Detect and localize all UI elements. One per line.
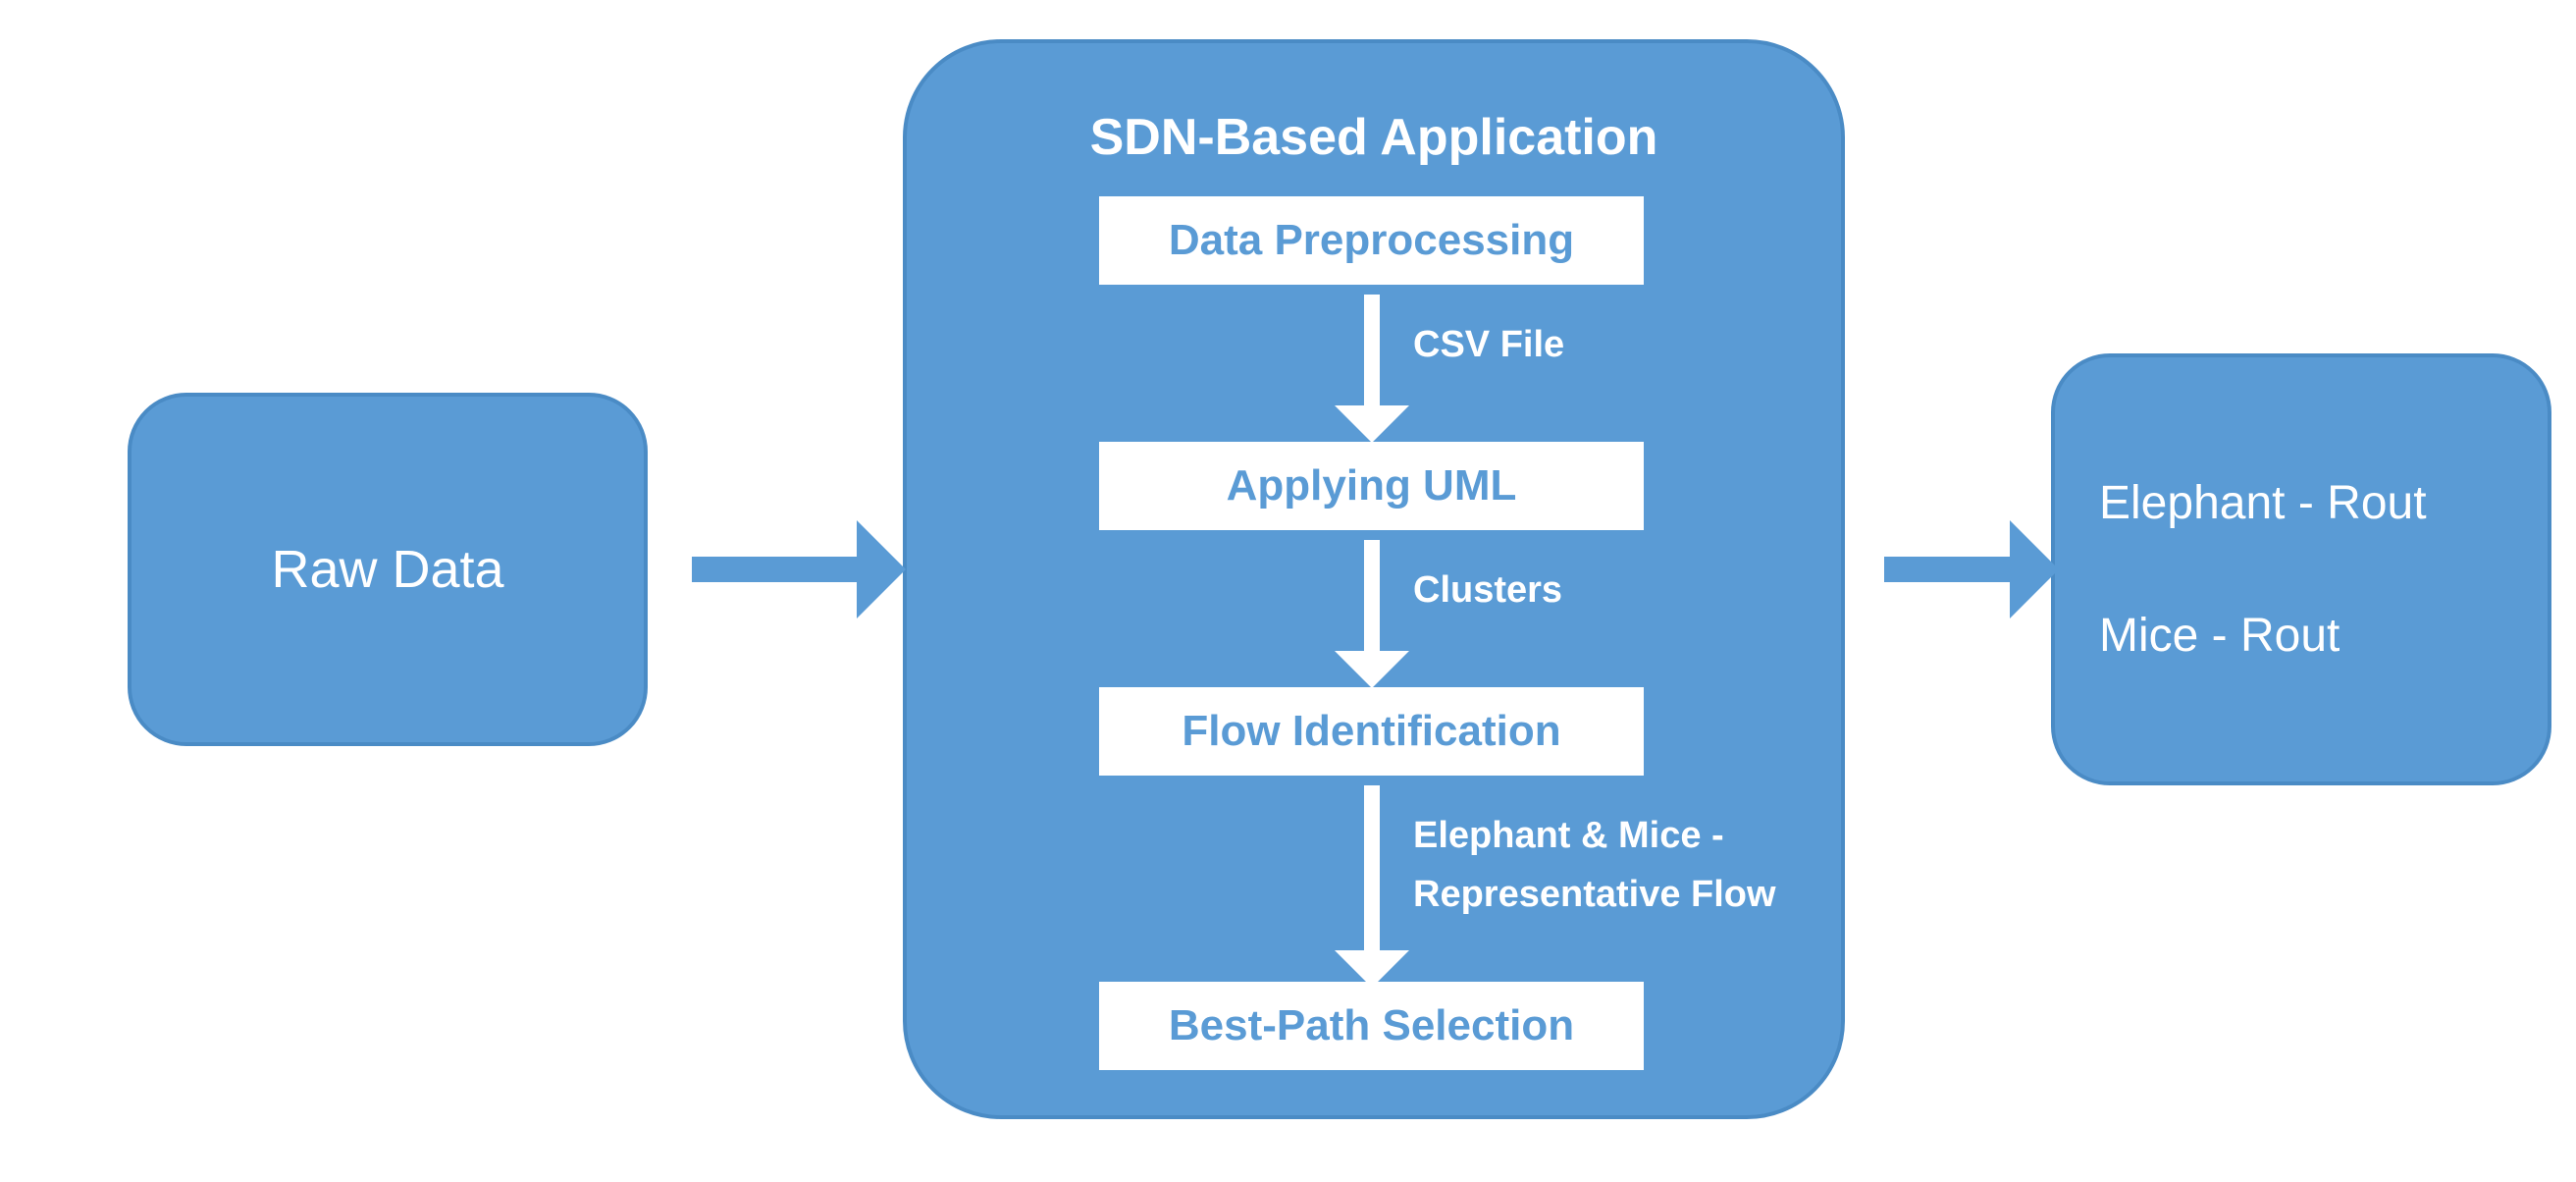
sdn-app-title: SDN-Based Application [903,108,1845,167]
step-preproc: Data Preprocessing [1099,196,1644,285]
step-bestpath-label: Best-Path Selection [1169,1001,1574,1050]
step-flowid: Flow Identification [1099,687,1644,776]
step-uml-label: Applying UML [1227,461,1517,510]
arrow-sdn-to-output [1884,520,2061,618]
node-output: Elephant - Rout Mice - Rout [2051,353,2551,785]
edge-label-elephant-mice-1: Elephant & Mice - [1413,815,1724,857]
arrow-preproc-to-uml [1335,295,1409,445]
arrow-flowid-to-bestpath [1335,785,1409,990]
node-raw-data: Raw Data [128,393,648,746]
flowchart-canvas: Raw Data SDN-Based Application Data Prep… [0,0,2576,1182]
output-line-2: Mice - Rout [2099,609,2548,663]
edge-label-clusters: Clusters [1413,569,1562,612]
arrow-raw-to-sdn [692,520,908,618]
step-flowid-label: Flow Identification [1182,707,1560,756]
step-preproc-label: Data Preprocessing [1169,216,1574,265]
raw-data-label: Raw Data [271,539,503,600]
edge-label-elephant-mice-2: Representative Flow [1413,874,1776,916]
edge-label-csv: CSV File [1413,324,1564,366]
step-uml: Applying UML [1099,442,1644,530]
step-bestpath: Best-Path Selection [1099,982,1644,1070]
arrow-uml-to-flowid [1335,540,1409,690]
output-line-1: Elephant - Rout [2099,476,2548,530]
